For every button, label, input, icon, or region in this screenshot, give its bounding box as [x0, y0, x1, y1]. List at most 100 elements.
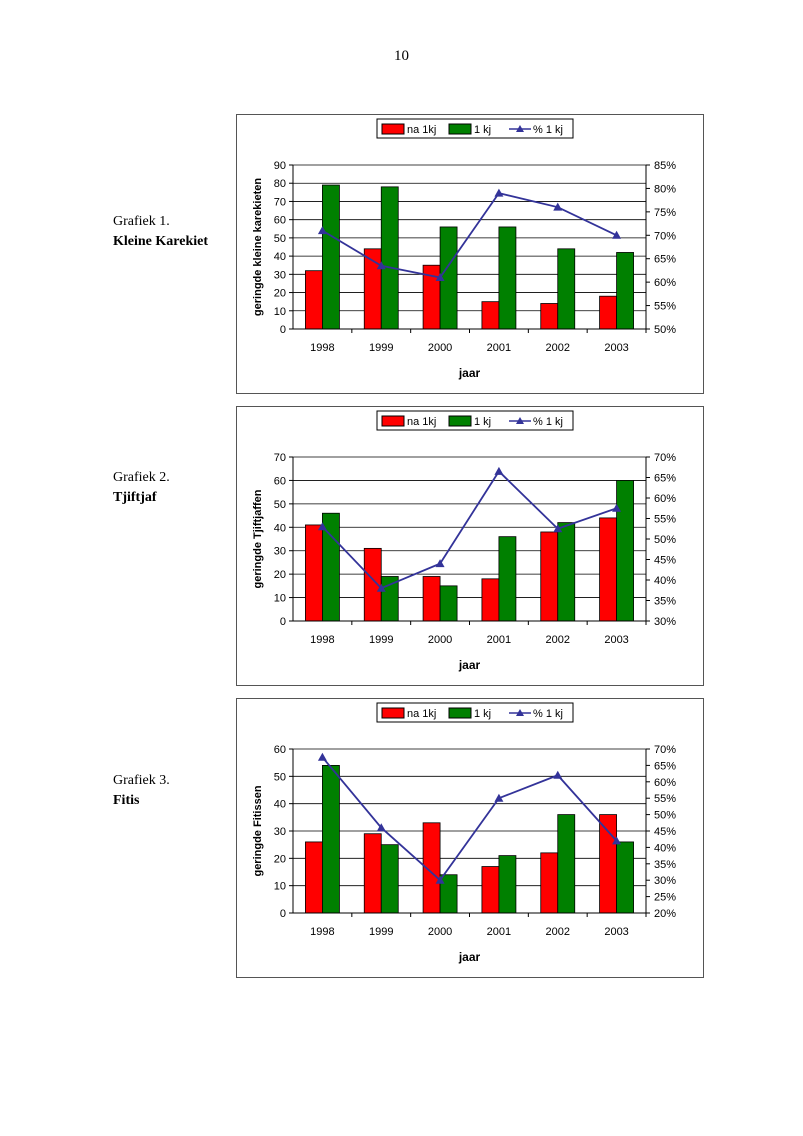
legend-box [376, 410, 574, 431]
point-pct-1kj-2002 [553, 524, 563, 533]
y2-tick-label: 65% [654, 760, 676, 772]
legend: na 1kj 1 kj % 1 kj [376, 702, 574, 723]
bar-1kj-2001 [498, 855, 517, 914]
x-axis-title: jaar [458, 658, 481, 672]
y2-tick-label: 40% [654, 842, 676, 854]
x-axis-title: jaar [458, 366, 481, 380]
bar-1kj-2001 [498, 226, 517, 330]
point-pct-1kj-2002 [553, 202, 563, 211]
bar-1kj-2002 [557, 814, 576, 914]
bar-na-1kj-2002 [540, 531, 559, 622]
y2-tick-label: 50% [654, 810, 676, 822]
legend-swatch-2 [448, 707, 472, 719]
bar-1kj-1999 [380, 186, 399, 330]
y-tick-label: 80 [274, 178, 286, 190]
x-tick-label: 1999 [369, 926, 393, 938]
point-pct-1kj-1999 [376, 583, 386, 592]
point-pct-1kj-2001 [494, 793, 504, 802]
x-tick-label: 2000 [428, 342, 452, 354]
y-tick-label: 0 [280, 908, 286, 920]
x-tick-label: 2002 [546, 926, 570, 938]
y-axis-title: geringde kleine karekieten [252, 178, 264, 316]
bar-1kj-2002 [557, 248, 576, 330]
legend-swatch-2 [448, 415, 472, 427]
bar-na-1kj-2002 [540, 852, 559, 914]
y2-tick-label: 70% [654, 230, 676, 242]
bar-na-1kj-1998 [305, 524, 323, 622]
caption-label: Grafiek 2. [113, 470, 170, 485]
legend-label: % 1 kj [533, 708, 563, 720]
point-pct-1kj-2001 [494, 466, 504, 475]
legend-swatch-1 [381, 707, 405, 719]
y2-tick-label: 55% [654, 514, 676, 526]
legend-label: 1 kj [474, 708, 491, 720]
legend-label: % 1 kj [533, 124, 563, 136]
y-tick-label: 30 [274, 826, 286, 838]
x-tick-label: 1999 [369, 634, 393, 646]
point-pct-1kj-2000 [435, 272, 445, 281]
legend-box [376, 702, 574, 723]
caption-label: Grafiek 1. [113, 214, 170, 229]
point-pct-1kj-2003 [612, 230, 622, 239]
y-tick-label: 0 [280, 324, 286, 336]
y2-tick-label: 35% [654, 596, 676, 608]
x-tick-label: 2002 [546, 342, 570, 354]
legend-swatch-2 [448, 123, 472, 135]
bar-1kj-1998 [322, 184, 340, 330]
chart-svg: na 1kj 1 kj % 1 kj 0 10 20 30 40 50 60 20% 25% 30% 35… [252, 702, 676, 964]
caption-species: Kleine Karekiet [113, 234, 208, 249]
y2-tick-label: 65% [654, 473, 676, 485]
y-tick-label: 60 [274, 475, 286, 487]
legend-label: % 1 kj [533, 416, 563, 428]
chart-svg: na 1kj 1 kj % 1 kj 0 10 20 30 40 50 60 70 80 90 50% 55… [252, 118, 676, 380]
bar-na-1kj-2001 [481, 866, 500, 914]
bar-1kj-2003 [616, 480, 634, 622]
bar-1kj-2002 [557, 522, 576, 622]
legend-label: na 1kj [407, 708, 436, 720]
y2-tick-label: 30% [654, 616, 676, 628]
legend-label: na 1kj [407, 416, 436, 428]
bar-na-1kj-1999 [363, 833, 382, 914]
x-tick-label: 2003 [604, 634, 628, 646]
y-tick-label: 0 [280, 616, 286, 628]
x-tick-label: 1998 [310, 926, 334, 938]
point-pct-1kj-2000 [435, 875, 445, 884]
y-tick-label: 20 [274, 853, 286, 865]
point-pct-1kj-1999 [376, 261, 386, 270]
legend-marker [516, 417, 524, 424]
y2-tick-label: 70% [654, 744, 676, 756]
legend-marker [516, 709, 524, 716]
bar-1kj-2000 [439, 585, 458, 622]
y2-tick-label: 60% [654, 277, 676, 289]
y2-tick-label: 25% [654, 892, 676, 904]
y-tick-label: 20 [274, 288, 286, 300]
y2-tick-label: 55% [654, 793, 676, 805]
y2-tick-label: 45% [654, 826, 676, 838]
line-pct-1kj [321, 756, 618, 882]
y2-tick-label: 80% [654, 183, 676, 195]
bar-na-1kj-1998 [305, 270, 323, 330]
chart-fitis: na 1kj 1 kj % 1 kj 0 10 20 30 40 50 60 20% 25% 30% 35… [236, 698, 704, 978]
legend-label: na 1kj [407, 124, 436, 136]
y-tick-label: 50 [274, 771, 286, 783]
y-tick-label: 50 [274, 499, 286, 511]
x-tick-label: 2001 [487, 634, 511, 646]
y-tick-label: 40 [274, 799, 286, 811]
y2-tick-label: 75% [654, 207, 676, 219]
bar-1kj-1999 [380, 576, 399, 622]
caption-chart-3: Grafiek 3. Fitis [113, 771, 170, 811]
x-tick-label: 1998 [310, 634, 334, 646]
y2-tick-label: 20% [654, 908, 676, 920]
point-pct-1kj-1998 [317, 226, 327, 235]
x-axis-title: jaar [458, 950, 481, 964]
point-pct-1kj-1999 [376, 823, 386, 832]
point-pct-1kj-2000 [435, 559, 445, 568]
legend: na 1kj 1 kj % 1 kj [376, 118, 574, 139]
x-tick-label: 2002 [546, 634, 570, 646]
line-pct-1kj [321, 469, 617, 590]
bar-1kj-2001 [498, 536, 517, 622]
y-tick-label: 40 [274, 251, 286, 263]
y2-tick-label: 60% [654, 777, 676, 789]
x-tick-label: 2000 [428, 926, 452, 938]
y2-tick-label: 55% [654, 301, 676, 313]
